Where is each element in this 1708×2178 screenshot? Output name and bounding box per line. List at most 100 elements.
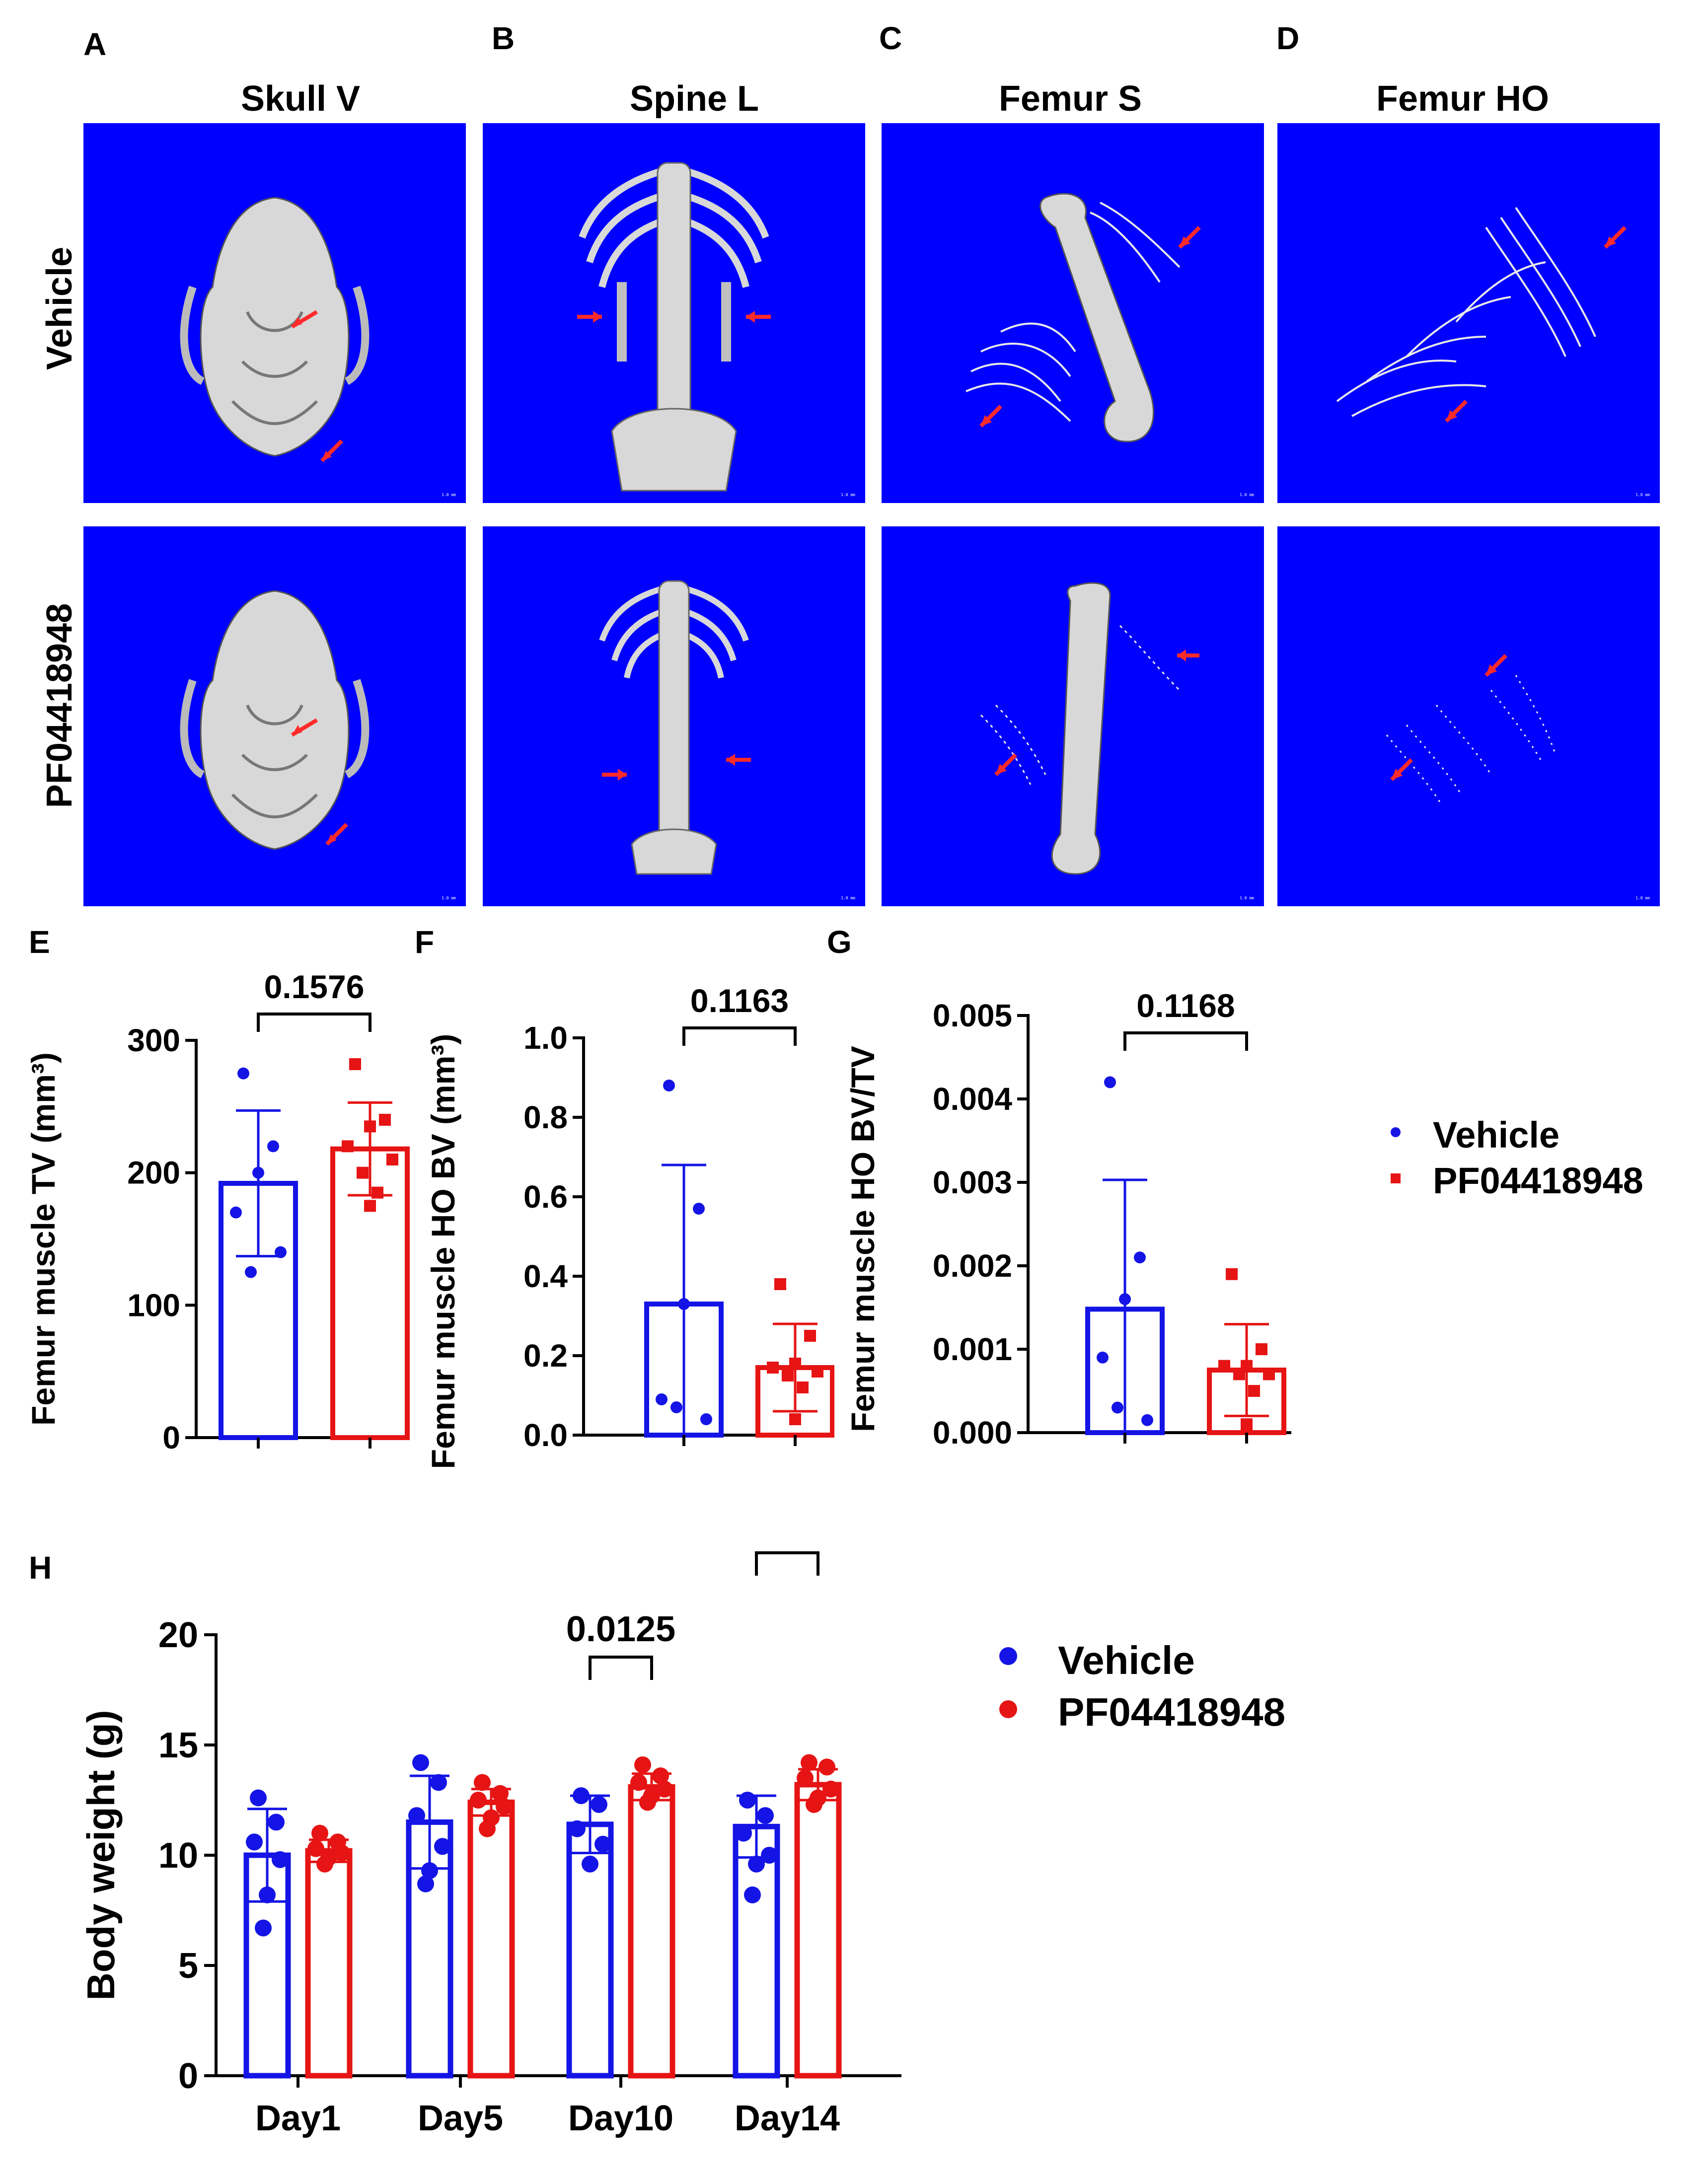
y-tick-label: 0.0: [523, 1417, 568, 1453]
y-tick-label: 0.002: [933, 1248, 1012, 1284]
data-point: [591, 1796, 607, 1813]
data-point: [479, 1820, 496, 1837]
data-point: [412, 1754, 429, 1771]
data-point: [386, 1154, 398, 1165]
data-point: [744, 1886, 761, 1903]
data-point: [1141, 1414, 1153, 1426]
legend-label-pf04418948: PF04418948: [1433, 1160, 1643, 1201]
panel-label-g: G: [827, 924, 852, 960]
chart-femur-muscle-ho-bv: 0.0 0.2 0.4 0.6 0.8 1.0 Femur muscle HO BV (mm…: [425, 982, 834, 1469]
data-point: [379, 1114, 391, 1126]
data-point: [307, 1840, 324, 1857]
data-point: [246, 1833, 263, 1851]
y-tick-label: 5: [178, 1946, 198, 1986]
data-point: [656, 1393, 668, 1405]
y-tick-label: 300: [127, 1022, 180, 1058]
data-point: [492, 1785, 509, 1802]
data-point: [594, 1835, 611, 1853]
scale-bar-label: 1.0 mm: [1240, 493, 1254, 497]
data-point: [818, 1758, 835, 1776]
data-point: [797, 1769, 814, 1787]
data-point: [1104, 1076, 1116, 1089]
data-point: [1218, 1360, 1230, 1372]
data-point: [245, 1266, 257, 1278]
y-tick-label: 15: [158, 1726, 198, 1765]
data-point: [693, 1203, 705, 1215]
y-tick-label: 0: [162, 1420, 180, 1455]
data-point: [496, 1798, 513, 1815]
data-point: [230, 1206, 242, 1219]
panel-label-h: H: [29, 1550, 52, 1586]
data-point: [1119, 1293, 1131, 1306]
significance-bracket: [257, 1013, 371, 1032]
column-title-femur-ho: Femur HO: [1376, 79, 1550, 119]
data-point: [670, 1401, 682, 1413]
legend-efg: Vehicle PF04418948: [1381, 1110, 1699, 1209]
panel-label-a: A: [83, 26, 107, 62]
data-point: [1263, 1368, 1275, 1380]
y-tick-label: 0.4: [523, 1258, 568, 1294]
data-point: [421, 1862, 438, 1880]
legend-marker-pf: [1391, 1173, 1401, 1183]
x-tick-label: Day5: [418, 2099, 503, 2138]
data-point: [767, 1362, 779, 1374]
data-point: [474, 1774, 491, 1791]
data-point: [364, 1200, 376, 1212]
y-tick-label: 0.005: [933, 998, 1012, 1033]
data-point: [434, 1838, 451, 1855]
chart-body-weight: 0 5 10 15 20 Body weight (g) Day1 Day5 Day10 Day1…: [79, 1551, 901, 2138]
data-point: [316, 1855, 333, 1873]
data-point: [739, 1792, 756, 1809]
ct-image-vehicle-femur-s: 1.0 mm: [882, 123, 1264, 503]
panel-label-e: E: [29, 924, 50, 960]
y-tick-label: 0.001: [933, 1331, 1012, 1367]
data-point: [259, 1886, 276, 1903]
data-point: [656, 1780, 673, 1798]
y-axis-label: Body weight (g): [79, 1710, 123, 2001]
data-point: [275, 1246, 287, 1258]
bar-pf04418948-day14: [794, 1782, 842, 2079]
data-point: [569, 1820, 586, 1837]
legend-marker-vehicle: [999, 1647, 1017, 1665]
data-point: [678, 1298, 690, 1310]
y-tick-label: 0.2: [523, 1338, 568, 1374]
chart-femur-muscle-ho-bvtv: 0.000 0.001 0.002 0.003 0.004 0.005 Femur musc…: [844, 987, 1291, 1451]
data-point: [250, 1789, 267, 1807]
data-point: [1256, 1343, 1267, 1355]
data-point: [371, 1186, 383, 1199]
y-tick-label: 0: [178, 2056, 198, 2096]
data-point: [408, 1807, 425, 1824]
p-value-label: 0.1168: [1136, 987, 1235, 1024]
data-point: [700, 1413, 712, 1425]
data-point: [252, 1166, 264, 1179]
data-point: [430, 1774, 447, 1791]
x-tick-label: Day14: [735, 2099, 840, 2138]
column-title-skull-v: Skull V: [240, 79, 361, 119]
data-point: [582, 1855, 598, 1873]
ct-image-vehicle-spine: 1.0 mm: [483, 123, 865, 503]
legend-h: Vehicle PF04418948: [993, 1634, 1371, 1743]
ct-image-pf-femur-ho: 1.0 mm: [1277, 526, 1660, 906]
significance-bracket: [682, 1026, 797, 1046]
y-axis-label: Femur muscle TV (mm³): [25, 1052, 62, 1426]
panel-label-f: F: [415, 924, 435, 960]
data-point: [812, 1366, 823, 1378]
scale-bar-label: 1.0 mm: [442, 896, 456, 900]
panel-label-b: B: [492, 20, 515, 56]
y-tick-label: 10: [158, 1836, 198, 1876]
panel-label-d: D: [1276, 20, 1300, 56]
data-point: [639, 1794, 656, 1811]
data-point: [311, 1824, 328, 1842]
legend-label-vehicle: Vehicle: [1433, 1114, 1560, 1156]
bar-pf04418948-day10: [628, 1784, 675, 2079]
bar-pf04418948-day1: [305, 1848, 353, 2079]
data-point: [761, 1847, 778, 1864]
y-tick-label: 20: [158, 1615, 198, 1655]
data-point: [357, 1166, 369, 1179]
data-point: [1241, 1418, 1253, 1431]
data-point: [1226, 1268, 1238, 1280]
data-point: [735, 1824, 752, 1842]
data-point: [267, 1140, 279, 1153]
data-point: [272, 1851, 289, 1868]
panel-label-c: C: [879, 20, 902, 56]
